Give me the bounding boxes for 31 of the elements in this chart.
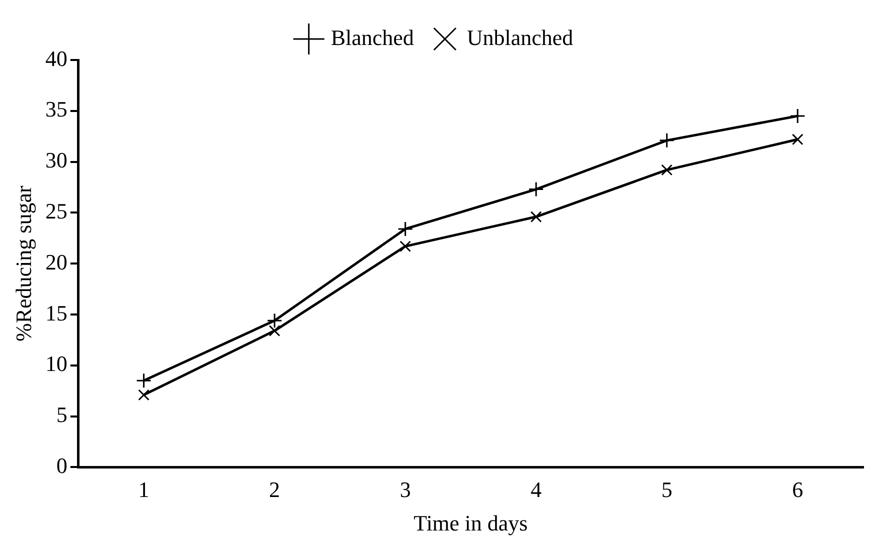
point	[528, 182, 544, 198]
x-axis-title: Time in days	[414, 510, 528, 536]
point	[530, 211, 542, 222]
point	[400, 240, 412, 252]
y-tick-label: 10	[45, 351, 68, 376]
y-tick-label: 35	[45, 96, 68, 122]
x-tick-label: 2	[269, 477, 280, 502]
point	[792, 134, 804, 146]
point	[661, 164, 673, 176]
x-tick-label: 4	[530, 477, 542, 502]
y-tick-label: 0	[56, 452, 68, 478]
x-tick-label: 6	[792, 477, 804, 502]
point	[790, 108, 806, 124]
y-tick-label: 5	[56, 402, 68, 428]
y-tick-label: 15	[45, 300, 68, 326]
point	[266, 312, 282, 328]
legend-label: Unblanched	[466, 24, 574, 50]
point	[659, 132, 675, 148]
y-tick-label: 25	[45, 198, 68, 224]
legend-label: Blanched	[330, 24, 414, 50]
y-tick-label: 20	[45, 249, 68, 274]
y-axis-title: %Reducing sugar	[10, 185, 36, 342]
x-tick-label: 5	[661, 477, 672, 502]
y-tick-label: 40	[45, 46, 68, 71]
x-tick-label: 1	[138, 477, 150, 502]
point	[268, 325, 280, 336]
point	[136, 372, 152, 388]
y-tick-label: 30	[45, 148, 68, 173]
x-tick-label: 3	[400, 477, 411, 502]
point	[138, 389, 150, 401]
point	[398, 221, 414, 237]
